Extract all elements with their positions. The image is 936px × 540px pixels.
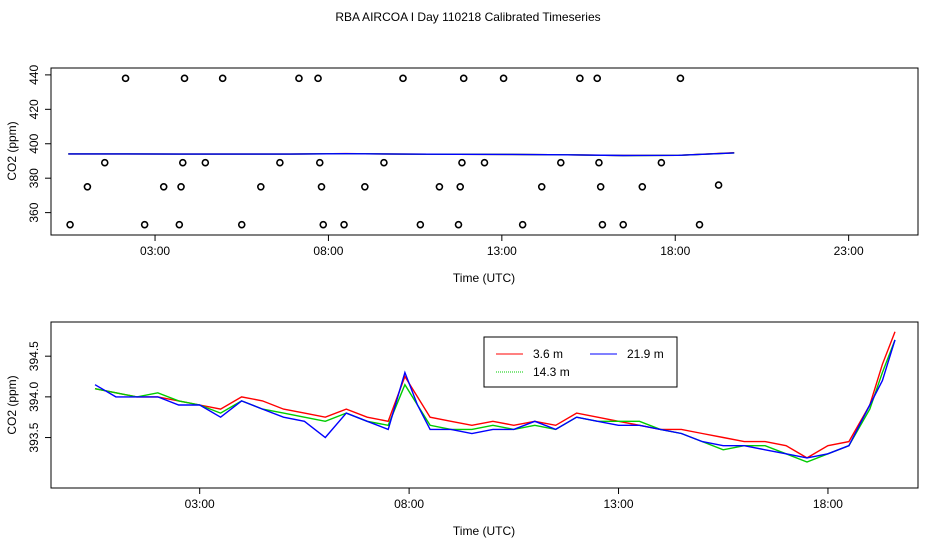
scatter-points (66, 74, 723, 229)
x-tick-label: 03:00 (140, 244, 170, 258)
scatter-point (177, 182, 185, 191)
x-tick-label: 13:00 (487, 244, 517, 258)
y-axis-label: CO2 (ppm) (5, 375, 19, 434)
scatter-point (598, 220, 607, 229)
x-axis: 03:00 08:00 13:00 18:00 23:00 (140, 235, 864, 258)
scatter-point (178, 158, 187, 167)
scatter-point (714, 181, 723, 189)
scatter-point (83, 182, 92, 191)
scatter-point (596, 182, 605, 191)
scatter-point (159, 182, 168, 191)
scatter-point (619, 220, 628, 229)
y-tick-label: 400 (27, 133, 41, 153)
panel-top: 03:00 08:00 13:00 18:00 23:00 360 380 400 420 44… (5, 65, 919, 285)
y-axis: 360 380 400 420 440 (27, 65, 51, 223)
series-line-3-6-m (94, 331, 896, 459)
scatter-point (180, 74, 189, 83)
x-tick-label: 08:00 (394, 497, 424, 511)
scatter-point (456, 182, 465, 191)
y-tick-label: 440 (27, 65, 41, 85)
scatter-point (361, 182, 369, 191)
y-tick-label: 360 (27, 202, 41, 222)
plot-frame (50, 321, 919, 489)
x-axis-label: Time (UTC) (453, 524, 515, 538)
scatter-point (537, 182, 546, 191)
scatter-point (340, 220, 348, 229)
scatter-point (676, 74, 685, 83)
y-tick-label: 380 (27, 168, 41, 188)
x-tick-label: 23:00 (834, 244, 864, 258)
x-axis-label: Time (UTC) (453, 271, 515, 285)
scatter-point (576, 74, 584, 83)
y-axis: 393.5 394.0 394.5 (27, 341, 51, 453)
scatter-point (201, 158, 210, 167)
series-lines (94, 331, 896, 463)
scatter-point (314, 74, 322, 83)
x-axis: 03:00 08:00 13:00 18:00 (185, 488, 843, 511)
scatter-point (140, 220, 149, 229)
y-tick-label: 393.5 (27, 422, 41, 452)
plot-frame (50, 67, 919, 236)
figure-title: RBA AIRCOA I Day 110218 Calibrated Times… (335, 10, 600, 24)
scatter-point (480, 158, 489, 167)
legend-label-3-6m: 3.6 m (533, 347, 563, 361)
series-line-14-3-m (94, 339, 896, 463)
scatter-point (295, 74, 303, 83)
scatter-point (276, 158, 284, 167)
scatter-point (175, 220, 184, 229)
legend: 3.6 m 21.9 m 14.3 m (483, 336, 678, 388)
scatter-point (695, 220, 704, 229)
scatter-point (454, 220, 463, 229)
scatter-point (595, 158, 603, 167)
y-tick-label: 394.0 (27, 382, 41, 412)
scatter-point (319, 220, 328, 229)
scatter-point (257, 182, 265, 191)
scatter-point (435, 182, 444, 191)
x-tick-label: 08:00 (313, 244, 343, 258)
legend-label-21-9m: 21.9 m (627, 347, 664, 361)
scatter-point (315, 158, 324, 167)
scatter-point (399, 74, 407, 83)
scatter-point (556, 158, 565, 167)
legend-box (483, 336, 678, 388)
scatter-point (593, 74, 602, 83)
y-axis-label: CO2 (ppm) (5, 121, 19, 180)
series-line-21-9-m (94, 339, 896, 459)
panel-bottom: 03:00 08:00 13:00 18:00 393.5 394.0 394.5 Tim… (5, 321, 919, 538)
scatter-point (237, 220, 246, 229)
x-tick-label: 18:00 (660, 244, 690, 258)
series-line-21-9-m (68, 152, 735, 157)
y-tick-label: 420 (27, 99, 41, 119)
scatter-point (499, 74, 508, 83)
scatter-point (380, 158, 388, 167)
scatter-point (317, 182, 326, 191)
x-tick-label: 18:00 (813, 497, 843, 511)
scatter-point (66, 220, 74, 229)
scatter-point (121, 74, 130, 83)
scatter-point (218, 74, 227, 83)
y-tick-label: 394.5 (27, 341, 41, 371)
scatter-point (638, 182, 647, 191)
scatter-point (518, 220, 527, 229)
legend-label-14-3m: 14.3 m (533, 365, 570, 379)
series-lines (68, 152, 735, 157)
scatter-point (416, 220, 425, 229)
scatter-point (458, 158, 466, 167)
x-tick-label: 13:00 (604, 497, 634, 511)
scatter-point (100, 158, 109, 167)
scatter-point (459, 74, 468, 83)
x-tick-label: 03:00 (185, 497, 215, 511)
scatter-point (657, 158, 666, 167)
